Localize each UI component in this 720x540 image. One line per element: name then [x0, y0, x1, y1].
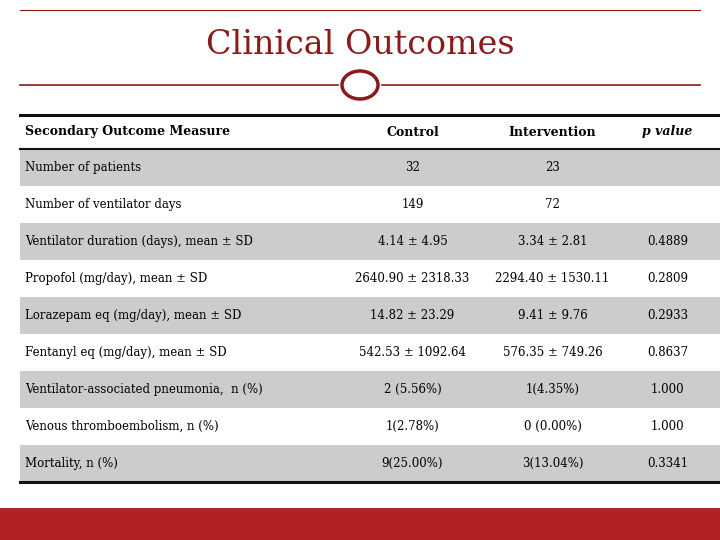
Text: 32: 32 [405, 161, 420, 174]
Text: 1.000: 1.000 [651, 420, 684, 433]
Text: Number of ventilator days: Number of ventilator days [25, 198, 181, 211]
Text: 1(4.35%): 1(4.35%) [526, 383, 580, 396]
FancyBboxPatch shape [20, 297, 720, 334]
FancyBboxPatch shape [20, 445, 720, 482]
Text: 23: 23 [545, 161, 560, 174]
Text: Propofol (mg/day), mean ± SD: Propofol (mg/day), mean ± SD [25, 272, 207, 285]
Text: Mortality, n (%): Mortality, n (%) [25, 457, 118, 470]
Text: Secondary Outcome Measure: Secondary Outcome Measure [25, 125, 230, 138]
Text: 1.000: 1.000 [651, 383, 684, 396]
Text: 149: 149 [401, 198, 423, 211]
Text: Ventilator-associated pneumonia,  n (%): Ventilator-associated pneumonia, n (%) [25, 383, 263, 396]
FancyBboxPatch shape [20, 115, 720, 149]
FancyBboxPatch shape [20, 260, 720, 297]
Text: 542.53 ± 1092.64: 542.53 ± 1092.64 [359, 346, 466, 359]
Text: 0 (0.00%): 0 (0.00%) [523, 420, 582, 433]
Text: Clinical Outcomes: Clinical Outcomes [206, 29, 514, 61]
FancyBboxPatch shape [20, 186, 720, 223]
Text: 9(25.00%): 9(25.00%) [382, 457, 444, 470]
FancyBboxPatch shape [20, 334, 720, 371]
Text: 9.41 ± 9.76: 9.41 ± 9.76 [518, 309, 588, 322]
Text: 2294.40 ± 1530.11: 2294.40 ± 1530.11 [495, 272, 610, 285]
Text: 3(13.04%): 3(13.04%) [522, 457, 583, 470]
Text: 0.3341: 0.3341 [647, 457, 688, 470]
FancyBboxPatch shape [20, 371, 720, 408]
Text: 0.4889: 0.4889 [647, 235, 688, 248]
Text: 1(2.78%): 1(2.78%) [386, 420, 439, 433]
Text: p value: p value [642, 125, 693, 138]
Text: Fentanyl eq (mg/day), mean ± SD: Fentanyl eq (mg/day), mean ± SD [25, 346, 227, 359]
Text: 2640.90 ± 2318.33: 2640.90 ± 2318.33 [355, 272, 469, 285]
FancyBboxPatch shape [20, 408, 720, 445]
Text: Intervention: Intervention [509, 125, 596, 138]
Text: 72: 72 [545, 198, 560, 211]
Text: Venous thromboembolism, n (%): Venous thromboembolism, n (%) [25, 420, 219, 433]
Text: Control: Control [386, 125, 439, 138]
Text: Ventilator duration (days), mean ± SD: Ventilator duration (days), mean ± SD [25, 235, 253, 248]
Text: Lorazepam eq (mg/day), mean ± SD: Lorazepam eq (mg/day), mean ± SD [25, 309, 241, 322]
FancyBboxPatch shape [20, 223, 720, 260]
Text: 14.82 ± 23.29: 14.82 ± 23.29 [370, 309, 454, 322]
Text: 0.2809: 0.2809 [647, 272, 688, 285]
FancyBboxPatch shape [0, 508, 720, 540]
Text: 576.35 ± 749.26: 576.35 ± 749.26 [503, 346, 603, 359]
Text: 0.8637: 0.8637 [647, 346, 688, 359]
Text: 0.2933: 0.2933 [647, 309, 688, 322]
FancyBboxPatch shape [20, 149, 720, 186]
Text: 3.34 ± 2.81: 3.34 ± 2.81 [518, 235, 588, 248]
Text: 4.14 ± 4.95: 4.14 ± 4.95 [377, 235, 447, 248]
Text: Number of patients: Number of patients [25, 161, 141, 174]
Text: 2 (5.56%): 2 (5.56%) [384, 383, 441, 396]
